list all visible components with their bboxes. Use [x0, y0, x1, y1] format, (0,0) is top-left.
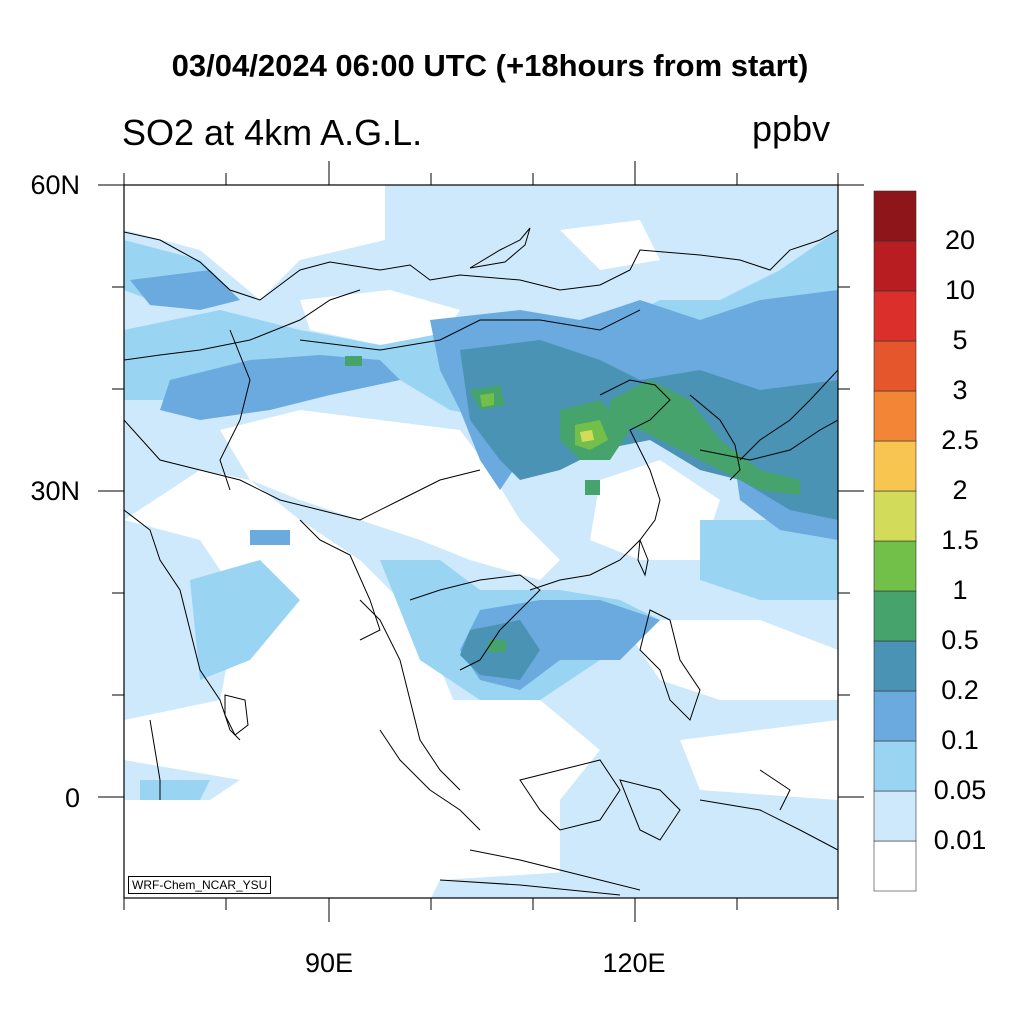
- colorbar: [873, 190, 917, 892]
- colorbar-swatch: [873, 840, 917, 892]
- colorbar-tick-label: 0.5: [941, 625, 979, 655]
- coastlines: [124, 227, 838, 896]
- units-label: ppbv: [752, 108, 831, 149]
- colorbar-swatch: [873, 790, 917, 842]
- colorbar-swatch: [873, 740, 917, 792]
- colorbar-tick-label: 20: [944, 225, 976, 255]
- colorbar-tick-label: 0.2: [941, 675, 979, 705]
- map-ticks: [98, 161, 864, 922]
- colorbar-swatch: [873, 190, 917, 242]
- colorbar-tick-label: 2.5: [941, 425, 979, 455]
- colorbar-tick-label: 0.01: [933, 825, 987, 855]
- so2-field: [124, 185, 838, 898]
- colorbar-tick-label: 0.05: [933, 775, 987, 805]
- colorbar-tick-label: 1: [952, 575, 968, 605]
- colorbar-tick-label: 2: [952, 475, 968, 505]
- map-frame: [123, 184, 839, 899]
- lat-label-30n: 30N: [30, 476, 80, 506]
- model-credit: WRF-Chem_NCAR_YSU: [128, 876, 272, 894]
- colorbar-tick-label: 10: [944, 275, 976, 305]
- field-label: SO2 at 4km A.G.L.: [122, 112, 423, 153]
- lat-label-60n: 60N: [30, 170, 80, 200]
- colorbar-tick-label: 5: [952, 325, 968, 355]
- colorbar-swatch: [873, 390, 917, 442]
- colorbar-tick-label: 1.5: [941, 525, 979, 555]
- colorbar-swatch: [873, 690, 917, 742]
- colorbar-swatch: [873, 640, 917, 692]
- colorbar-swatch: [873, 490, 917, 542]
- colorbar-swatch: [873, 440, 917, 492]
- lon-label-90e: 90E: [304, 948, 354, 978]
- colorbar-tick-label: 0.1: [941, 725, 979, 755]
- colorbar-swatch: [873, 590, 917, 642]
- colorbar-tick-label: 3: [952, 375, 968, 405]
- lat-label-equator: 0: [64, 783, 80, 813]
- colorbar-swatch: [873, 240, 917, 292]
- colorbar-swatch: [873, 340, 917, 392]
- colorbar-swatch: [873, 540, 917, 592]
- lon-label-120e: 120E: [602, 948, 666, 978]
- plot-title: 03/04/2024 06:00 UTC (+18hours from star…: [171, 48, 809, 83]
- colorbar-swatch: [873, 290, 917, 342]
